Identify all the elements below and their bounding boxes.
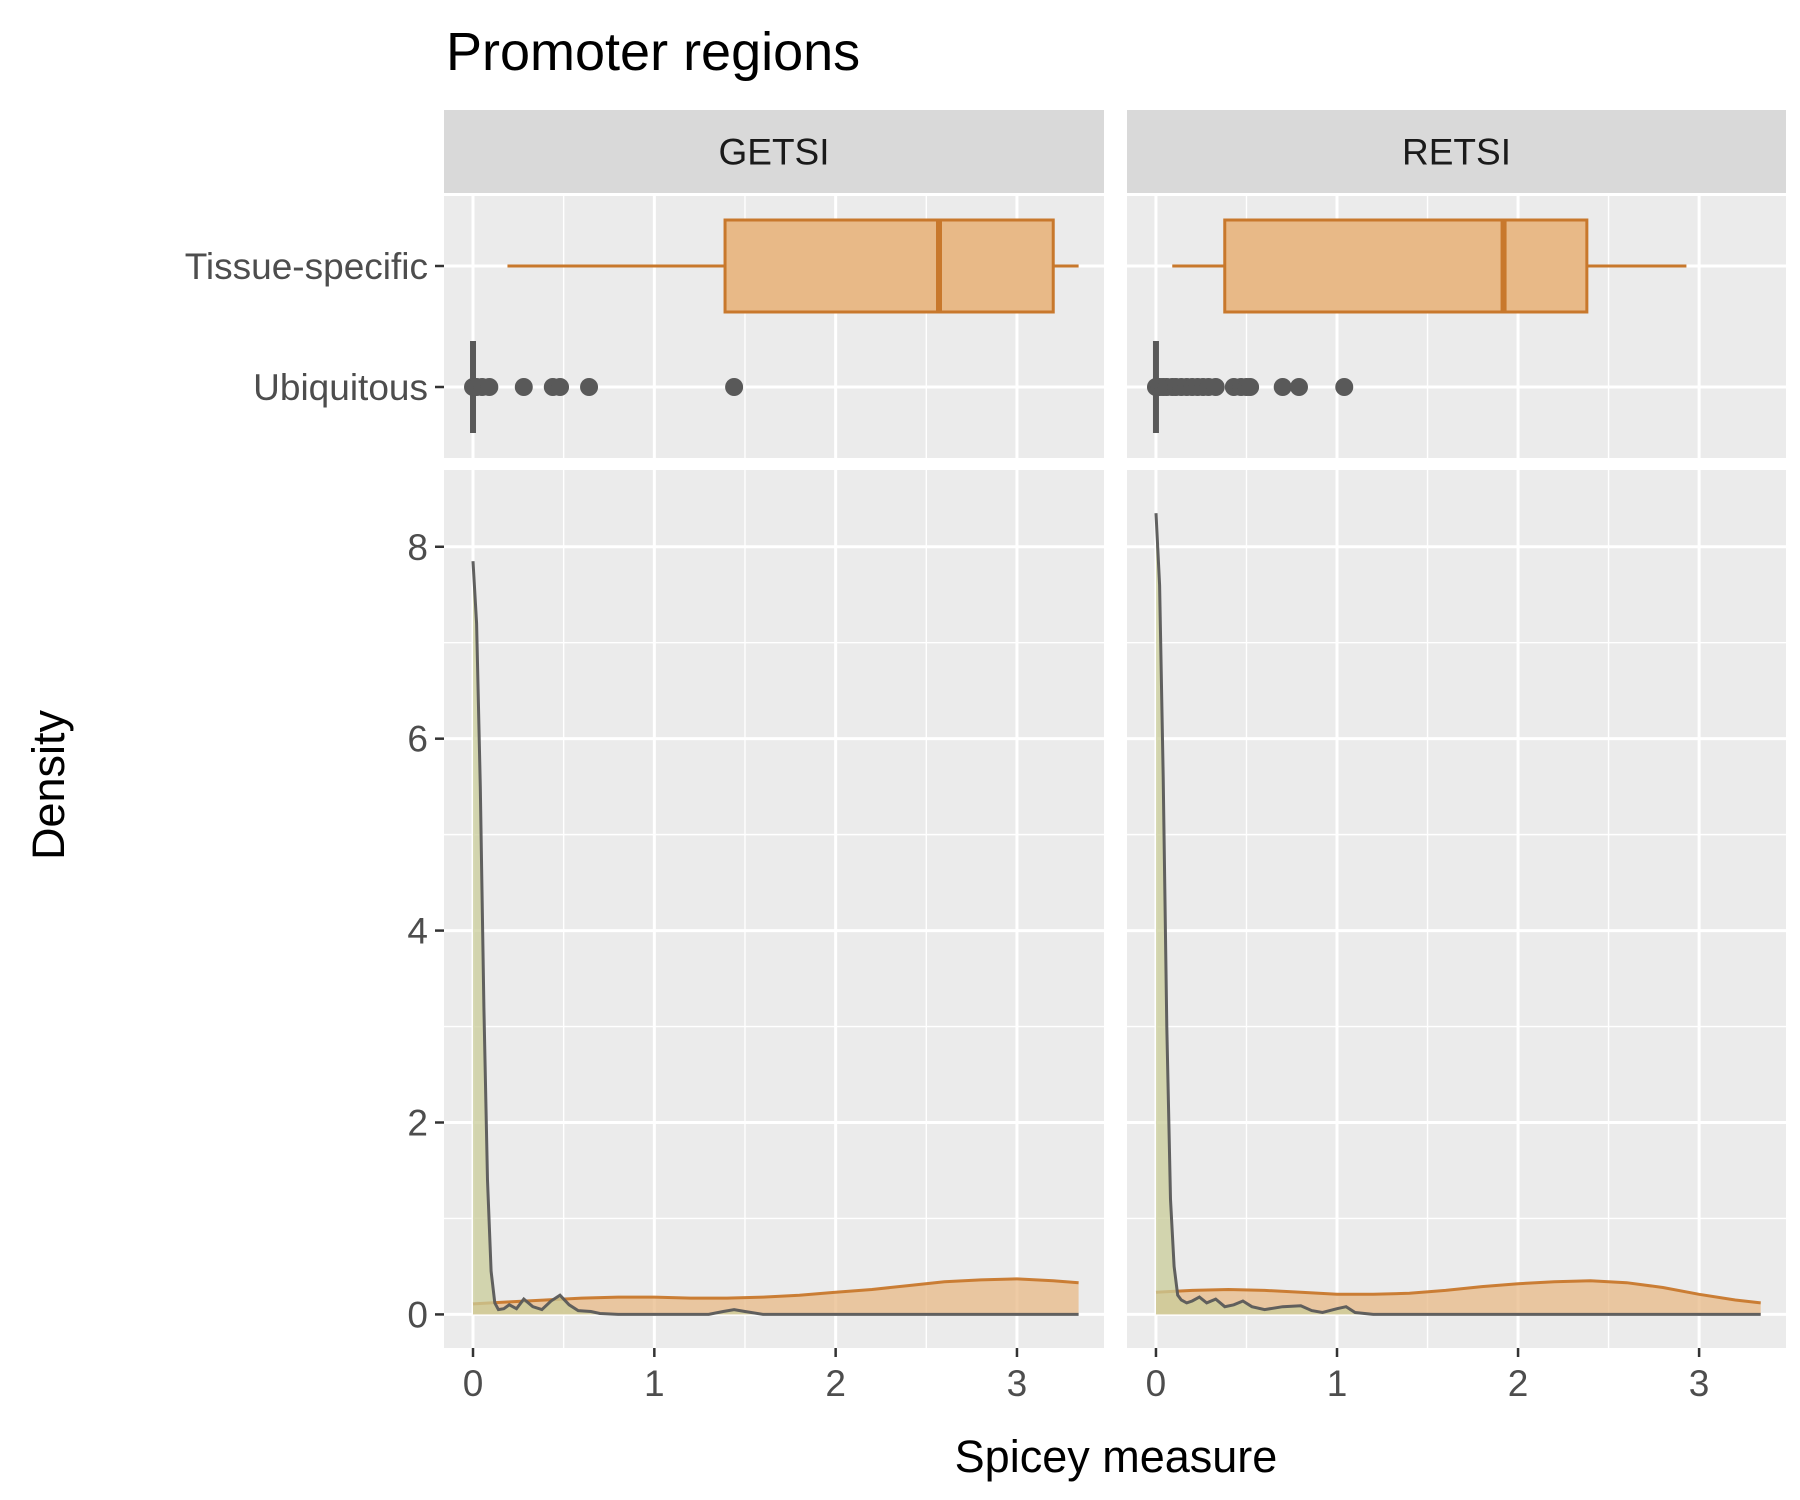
- chart-title: Promoter regions: [446, 22, 860, 82]
- x-tick-label: 0: [1146, 1363, 1167, 1404]
- density-line-tissue-specific: [472, 1277, 1079, 1306]
- y-tick-label: 4: [407, 911, 428, 952]
- facet-label: GETSI: [718, 132, 829, 173]
- x-tick-label: 0: [463, 1363, 484, 1404]
- outlier-point: [1335, 378, 1354, 396]
- outlier-point: [1289, 378, 1308, 396]
- x-tick-label: 3: [1689, 1363, 1710, 1404]
- outlier-point: [725, 378, 744, 396]
- box-iqr: [1223, 218, 1589, 314]
- density-panel-background: [1127, 470, 1786, 1348]
- x-tick-label: 2: [825, 1363, 846, 1404]
- x-tick-label: 1: [644, 1363, 665, 1404]
- density-area-tissue-specific: [1156, 1280, 1761, 1315]
- outlier-point: [1273, 378, 1292, 396]
- density-panel-background: [444, 470, 1104, 1348]
- y-axis-label: Density: [23, 709, 74, 860]
- outlier-point: [514, 378, 533, 396]
- density-line-ubiquitous: [471, 561, 1079, 1316]
- outlier-point: [580, 378, 599, 396]
- outlier-point: [1241, 378, 1260, 396]
- y-tick-label: 0: [407, 1294, 428, 1335]
- y-tick-label: 6: [407, 719, 428, 760]
- x-axis-label: Spicey measure: [955, 1431, 1278, 1482]
- outlier-point: [480, 378, 499, 396]
- y-tick-label: 8: [407, 527, 428, 568]
- x-tick-label: 1: [1327, 1363, 1348, 1404]
- facet-strip: [444, 110, 1104, 193]
- x-tick-label: 3: [1007, 1363, 1028, 1404]
- facet-strip: [1127, 110, 1786, 193]
- density-line-ubiquitous: [1154, 513, 1761, 1316]
- panel-retsi: RETSI: [1127, 110, 1786, 1348]
- x-tick-label: 2: [1508, 1363, 1529, 1404]
- outlier-point: [551, 378, 570, 396]
- density-line-tissue-specific: [1155, 1279, 1761, 1305]
- facet-label: RETSI: [1402, 132, 1511, 173]
- box-iqr: [723, 218, 1055, 314]
- outlier-point: [1206, 378, 1225, 396]
- panel-getsi: GETSI: [444, 110, 1104, 1348]
- category-label: Ubiquitous: [253, 367, 428, 408]
- category-label: Tissue-specific: [185, 246, 428, 287]
- y-tick-label: 2: [407, 1103, 428, 1144]
